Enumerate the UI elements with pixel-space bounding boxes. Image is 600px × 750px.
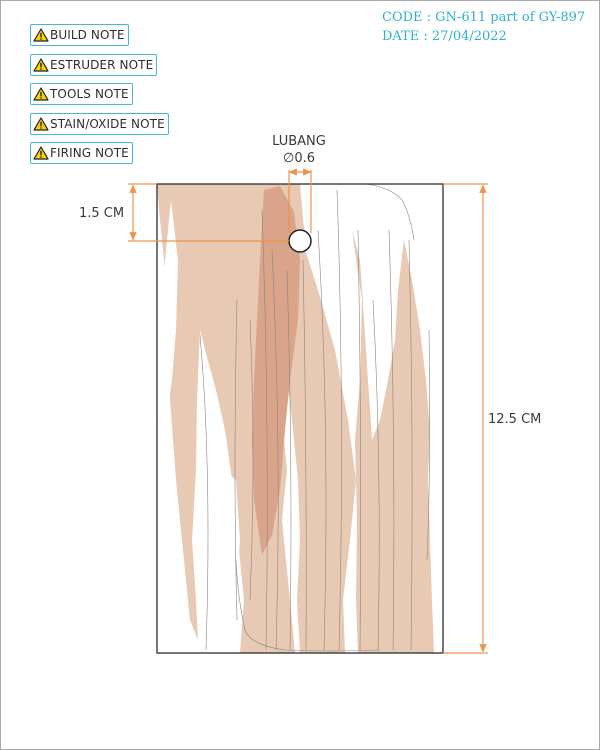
hole-label: LUBANG bbox=[272, 134, 326, 149]
tools-note-label: TOOLS NOTE bbox=[50, 87, 129, 102]
top-offset-label: 1.5 CM bbox=[79, 206, 124, 221]
tile-outline bbox=[156, 183, 444, 654]
stain-oxide-note-button[interactable]: STAIN/OXIDE NOTE bbox=[30, 112, 169, 135]
brush-lines bbox=[199, 184, 430, 652]
height-label: 12.5 CM bbox=[488, 412, 541, 427]
firing-note-button[interactable]: FIRING NOTE bbox=[30, 142, 133, 165]
drawing-meta: CODE : GN-611 part of GY-897 DATE : 27/0… bbox=[382, 8, 585, 46]
firing-note-label: FIRING NOTE bbox=[50, 146, 129, 161]
glaze-highlight-bottom bbox=[198, 470, 240, 653]
code-text: CODE : GN-611 part of GY-897 bbox=[382, 10, 586, 25]
estruder-note-button[interactable]: ESTRUDER NOTE bbox=[30, 53, 158, 76]
note-buttons: BUILD NOTE ESTRUDER NOTE TOOLS NOTE STAI… bbox=[30, 24, 169, 172]
build-note-button[interactable]: BUILD NOTE bbox=[30, 24, 129, 46]
warning-icon bbox=[33, 28, 49, 42]
glaze-highlight-left bbox=[163, 200, 178, 420]
build-note-label: BUILD NOTE bbox=[50, 28, 125, 42]
estruder-note-label: ESTRUDER NOTE bbox=[50, 57, 154, 72]
stain-oxide-note-label: STAIN/OXIDE NOTE bbox=[50, 116, 165, 131]
warning-icon bbox=[33, 57, 49, 72]
glaze-pattern bbox=[157, 184, 434, 653]
date-text: DATE : 27/04/2022 bbox=[382, 29, 507, 44]
warning-icon bbox=[33, 87, 49, 101]
warning-icon bbox=[33, 146, 49, 160]
hole-dimension: LUBANG ∅0.6 bbox=[272, 134, 326, 233]
hanging-hole bbox=[288, 229, 312, 253]
hole-size-label: ∅0.6 bbox=[283, 151, 315, 166]
warning-icon bbox=[33, 117, 49, 131]
glaze-stroke-right bbox=[352, 230, 434, 653]
tools-note-button[interactable]: TOOLS NOTE bbox=[30, 83, 133, 106]
height-dimension: 12.5 CM bbox=[443, 183, 541, 654]
top-offset-dimension: 1.5 CM bbox=[79, 183, 289, 242]
